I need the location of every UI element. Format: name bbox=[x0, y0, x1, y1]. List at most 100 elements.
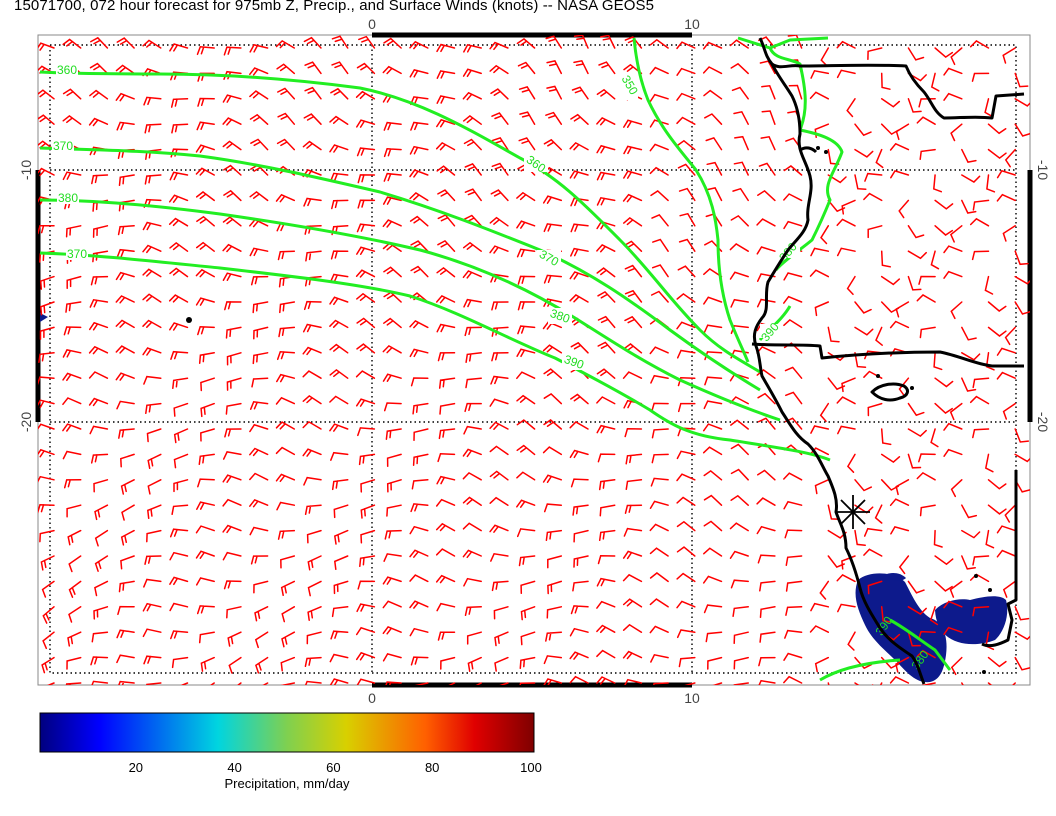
wind-barb bbox=[40, 301, 55, 316]
wind-barb bbox=[596, 243, 616, 253]
wind-barb bbox=[494, 656, 509, 672]
wind-barb bbox=[1014, 631, 1030, 641]
wind-barb bbox=[91, 631, 109, 643]
wind-barb bbox=[703, 604, 723, 614]
wind-barb bbox=[462, 471, 482, 481]
wind-barb bbox=[355, 90, 376, 100]
wind-barb bbox=[62, 171, 82, 181]
wind-barb bbox=[919, 148, 936, 161]
wind-barb bbox=[570, 605, 589, 615]
contour-labels: 360 370 380 370 350 360 370 380 390 390 … bbox=[52, 62, 932, 672]
wind-barb bbox=[732, 606, 749, 618]
wind-barb bbox=[435, 522, 456, 532]
wind-barb bbox=[280, 555, 296, 569]
wind-barb bbox=[409, 549, 429, 558]
islands bbox=[186, 146, 992, 674]
wind-barb bbox=[180, 682, 189, 685]
wind-barb bbox=[409, 525, 429, 535]
wind-barb bbox=[880, 72, 891, 90]
wind-barb bbox=[62, 349, 82, 358]
wind-barb bbox=[63, 479, 82, 489]
wind-barb bbox=[116, 400, 135, 410]
wind-barb bbox=[733, 656, 749, 670]
wind-barb bbox=[465, 352, 482, 364]
wind-barb bbox=[841, 199, 856, 215]
wind-barb bbox=[518, 86, 536, 100]
wind-barb bbox=[249, 526, 269, 536]
wind-barb bbox=[703, 494, 723, 506]
wind-barb bbox=[516, 371, 536, 380]
wind-barb bbox=[518, 555, 536, 567]
wind-barb bbox=[759, 631, 776, 643]
wind-barb bbox=[437, 239, 456, 252]
wind-barb bbox=[196, 501, 215, 510]
wind-barb bbox=[961, 326, 977, 341]
wind-barb bbox=[516, 191, 536, 202]
wind-barb bbox=[39, 326, 55, 340]
wind-barb bbox=[329, 678, 349, 685]
wind-barb bbox=[949, 402, 963, 421]
wind-barb bbox=[491, 301, 509, 311]
wind-barb bbox=[448, 682, 456, 685]
wind-barb bbox=[360, 529, 376, 544]
wind-barb bbox=[91, 680, 109, 685]
wind-barb bbox=[307, 606, 322, 621]
wind-barb bbox=[543, 138, 563, 151]
wind-barb bbox=[841, 377, 856, 393]
wind-barb bbox=[880, 453, 901, 464]
colorbar-tick-label: 100 bbox=[520, 760, 542, 775]
wind-barb bbox=[543, 503, 563, 513]
wind-barb bbox=[303, 476, 322, 486]
wind-barb bbox=[331, 35, 349, 49]
wind-barb bbox=[814, 656, 830, 673]
wind-barb bbox=[596, 368, 616, 379]
wind-barb bbox=[972, 199, 990, 211]
wind-barb bbox=[65, 225, 82, 238]
wind-barb bbox=[810, 69, 830, 79]
wind-barb bbox=[703, 400, 723, 410]
wind-barb bbox=[115, 92, 135, 102]
wind-barb bbox=[916, 294, 936, 303]
wind-barb bbox=[934, 377, 954, 388]
wind-barb bbox=[785, 580, 803, 592]
wind-barb bbox=[819, 580, 830, 600]
wind-barb bbox=[226, 606, 242, 619]
wind-barb bbox=[570, 223, 589, 233]
wind-barb bbox=[703, 268, 723, 278]
wind-barb bbox=[331, 199, 349, 210]
wind-barb bbox=[142, 628, 162, 638]
wind-barb bbox=[596, 424, 616, 434]
wind-barb bbox=[435, 548, 456, 557]
wind-barb bbox=[302, 448, 322, 457]
wind-barb bbox=[464, 188, 482, 202]
wind-barb bbox=[573, 529, 589, 543]
wind-barb bbox=[703, 324, 723, 334]
colorbar-tick-label: 40 bbox=[227, 760, 241, 775]
wind-barb bbox=[489, 470, 509, 481]
wind-barb bbox=[729, 271, 749, 280]
wind-barb bbox=[1014, 428, 1030, 443]
wind-barb bbox=[436, 266, 456, 278]
wind-barb bbox=[702, 66, 723, 75]
colorbar-ticks: 20 40 60 80 100 bbox=[129, 760, 542, 775]
wind-barb bbox=[949, 225, 963, 243]
wind-barb bbox=[170, 350, 189, 360]
wind-barb bbox=[651, 428, 669, 439]
wind-barb bbox=[168, 217, 189, 227]
wind-barb bbox=[275, 39, 296, 49]
wind-barb bbox=[756, 369, 776, 379]
wind-barb bbox=[250, 138, 269, 151]
wind-barb bbox=[622, 193, 643, 203]
wind-barb bbox=[329, 319, 349, 329]
wind-barb bbox=[121, 504, 135, 521]
wind-barb bbox=[490, 88, 509, 100]
wind-barb bbox=[516, 419, 536, 430]
wind-barb bbox=[819, 402, 830, 423]
wind-barb bbox=[880, 250, 892, 268]
wind-barb bbox=[464, 606, 482, 617]
wind-barb bbox=[676, 349, 696, 359]
wind-barb bbox=[329, 653, 349, 663]
wind-barb bbox=[200, 428, 215, 442]
wind-barb bbox=[414, 682, 429, 685]
wind-barb bbox=[38, 42, 55, 51]
